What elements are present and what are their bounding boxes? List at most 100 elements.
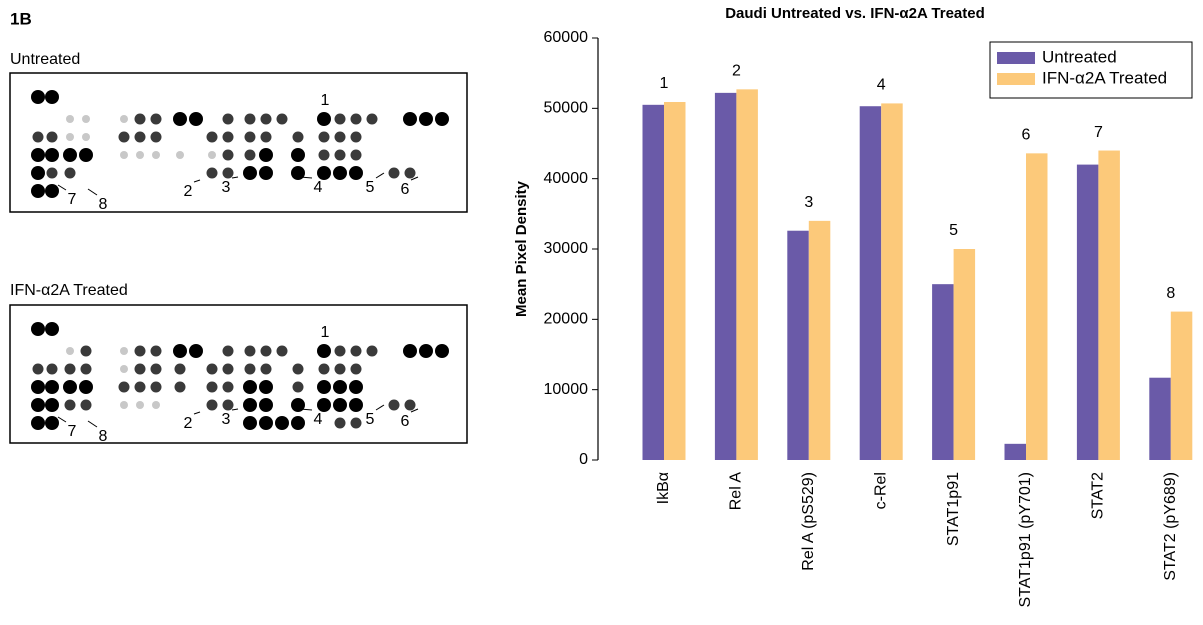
blot-spot <box>351 418 362 429</box>
blot-spot <box>245 346 256 357</box>
blot-spot <box>120 401 128 409</box>
blot-spot <box>319 132 330 143</box>
blot-spot <box>405 400 416 411</box>
blot-spot <box>151 346 162 357</box>
blot-spot <box>66 115 74 123</box>
bar <box>1026 153 1048 460</box>
blot-spot <box>81 400 92 411</box>
bar <box>881 103 903 460</box>
blot-spot <box>245 364 256 375</box>
blot-spot <box>136 401 144 409</box>
blot-spot <box>47 364 58 375</box>
blot-spot <box>207 132 218 143</box>
y-tick-label: 20000 <box>544 311 589 328</box>
blot-spot <box>65 400 76 411</box>
bar-annotation: 2 <box>732 63 741 80</box>
blot-spot <box>207 382 218 393</box>
blot-spot <box>66 347 74 355</box>
blot-spot <box>33 364 44 375</box>
blot-spot <box>223 114 234 125</box>
legend-swatch <box>997 73 1035 85</box>
bar <box>1005 444 1027 460</box>
blot-spot <box>261 114 272 125</box>
blot-spot <box>261 132 272 143</box>
blot-spot <box>259 398 273 412</box>
blot-spot <box>319 364 330 375</box>
bar-annotation: 5 <box>949 222 958 239</box>
callout-number: 8 <box>99 196 108 213</box>
blot-spot <box>335 132 346 143</box>
blot-spot <box>277 346 288 357</box>
blot-spot <box>243 416 257 430</box>
callout-number: 4 <box>314 411 323 428</box>
blot-spot <box>389 168 400 179</box>
blot-spot <box>175 364 186 375</box>
blot-spot <box>120 365 128 373</box>
bar-annotation: 8 <box>1166 285 1175 302</box>
blot-spot <box>335 114 346 125</box>
blot-spot <box>176 151 184 159</box>
blot-spot <box>81 346 92 357</box>
callout-number: 2 <box>184 183 193 200</box>
blot-spot <box>259 148 273 162</box>
blot-spot <box>335 418 346 429</box>
y-tick-label: 60000 <box>544 29 589 46</box>
blot-spot <box>317 112 331 126</box>
blot-spot <box>45 398 59 412</box>
blot-spot <box>79 148 93 162</box>
blot-spot <box>31 322 45 336</box>
x-tick-label: STAT2 (pY689) <box>1162 472 1179 581</box>
blot-spot <box>245 114 256 125</box>
bar <box>1077 165 1099 460</box>
bar <box>809 221 831 460</box>
blot-spot <box>333 398 347 412</box>
blot-spot <box>208 151 216 159</box>
blot-spot <box>31 380 45 394</box>
blot-spot <box>349 398 363 412</box>
blot-spot <box>223 400 234 411</box>
bar <box>643 105 665 460</box>
blot-spot <box>351 364 362 375</box>
bar <box>664 102 686 460</box>
blot-spot <box>335 364 346 375</box>
blot-spot <box>33 132 44 143</box>
blot-spot <box>31 148 45 162</box>
blot-spot <box>317 398 331 412</box>
blot-spot <box>45 322 59 336</box>
blot-spot <box>135 132 146 143</box>
y-tick-label: 0 <box>579 451 588 468</box>
blot-spot <box>82 133 90 141</box>
blot-spot <box>405 168 416 179</box>
blot-frame <box>10 305 467 443</box>
blot-frame <box>10 73 467 212</box>
bar-annotation: 6 <box>1022 127 1031 144</box>
blot-spot <box>66 133 74 141</box>
y-tick-label: 10000 <box>544 381 589 398</box>
figure-label: 1B <box>10 9 32 28</box>
blot-spot <box>223 382 234 393</box>
blot-spot <box>31 416 45 430</box>
blot-spot <box>207 168 218 179</box>
blot-spot <box>351 150 362 161</box>
callout-number: 2 <box>184 415 193 432</box>
blot-spot <box>173 344 187 358</box>
bar <box>1098 151 1120 460</box>
blot-spot <box>136 151 144 159</box>
blot-spot <box>291 166 305 180</box>
blot-spot <box>223 150 234 161</box>
blot-spot <box>293 132 304 143</box>
blot-spot <box>291 148 305 162</box>
blot-spot <box>351 114 362 125</box>
blot-spot <box>119 132 130 143</box>
bar-annotation: 3 <box>804 194 813 211</box>
x-tick-label: STAT1p91 <box>945 472 962 546</box>
blot-spot <box>333 380 347 394</box>
callout-number: 6 <box>401 413 410 430</box>
blot-spot <box>367 114 378 125</box>
blot-spot <box>317 380 331 394</box>
blot-spot <box>120 115 128 123</box>
blot-spot <box>45 148 59 162</box>
callout-number: 1 <box>321 92 330 109</box>
blot-spot <box>151 382 162 393</box>
blot-spot <box>403 112 417 126</box>
